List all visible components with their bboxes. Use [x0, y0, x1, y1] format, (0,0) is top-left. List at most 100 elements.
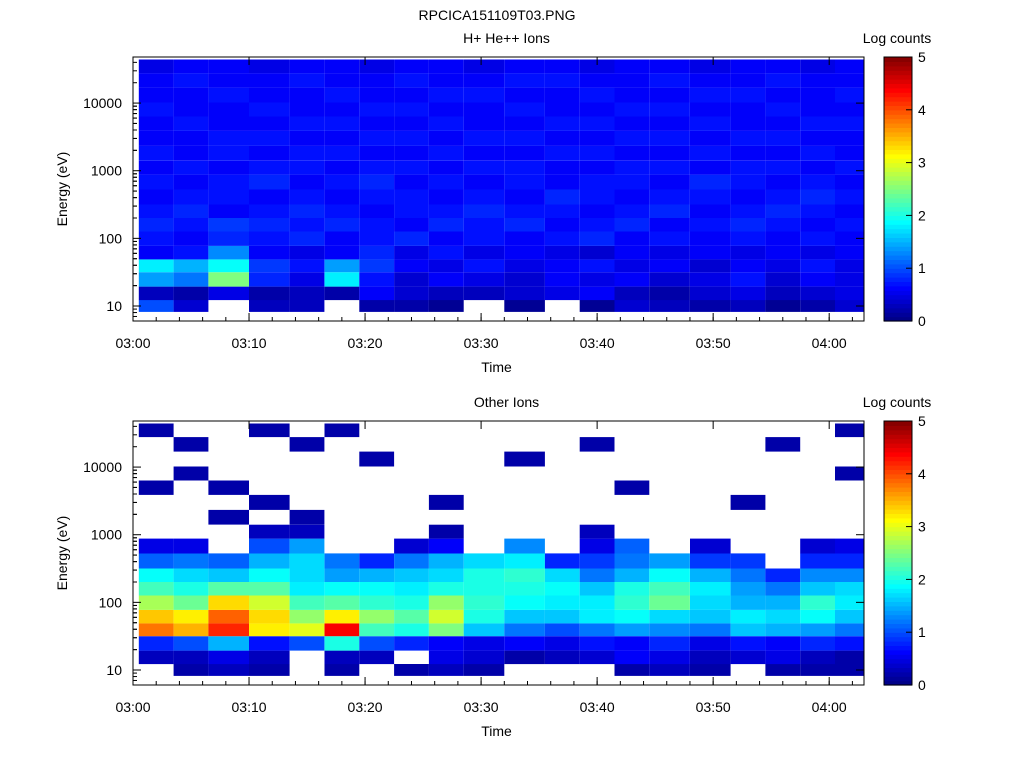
heatmap-cell	[614, 480, 650, 495]
heatmap-cell	[800, 189, 835, 205]
heatmap-cell	[208, 245, 249, 260]
heatmap-cell	[614, 300, 650, 312]
colorbar-tick-label: 1	[918, 624, 926, 640]
colorbar-segment	[884, 228, 912, 234]
heatmap-cell	[614, 204, 650, 218]
colorbar-segment	[884, 509, 912, 514]
heatmap-cell	[649, 189, 690, 205]
heatmap-cell	[249, 73, 290, 88]
heatmap-cell	[208, 509, 249, 525]
heatmap-cell	[394, 59, 429, 74]
heatmap-cell	[765, 286, 801, 301]
heatmap-cell	[765, 87, 801, 103]
heatmap-cell	[249, 553, 290, 569]
colorbar-segment	[884, 57, 912, 62]
heatmap-cell	[614, 218, 650, 232]
heatmap-cell	[614, 623, 650, 637]
heatmap-cell	[579, 636, 615, 651]
heatmap-cell	[208, 87, 249, 103]
heatmap-cell	[835, 423, 864, 438]
heatmap-cell	[428, 568, 464, 582]
heatmap-cell	[544, 245, 580, 260]
x-tick-label: 03:20	[348, 699, 383, 715]
heatmap-cell	[504, 272, 545, 287]
heatmap-cell	[249, 218, 290, 232]
colorbar-segment	[884, 268, 912, 274]
colorbar-segment	[884, 513, 912, 519]
heatmap-cell	[208, 480, 249, 495]
heatmap-cell	[173, 664, 209, 676]
heatmap-cell	[504, 160, 545, 175]
heatmap-cell	[138, 538, 174, 554]
heatmap-cell	[359, 59, 395, 74]
colorbar-segment	[884, 61, 912, 67]
colorbar-segment	[884, 627, 912, 633]
heatmap-cell	[359, 73, 395, 88]
heatmap-cell	[208, 145, 249, 161]
heatmap-cell	[835, 466, 864, 481]
heatmap-cell	[394, 102, 429, 117]
heatmap-cell	[649, 204, 690, 218]
plot-frame	[132, 420, 865, 686]
heatmap-cell	[138, 595, 174, 610]
heatmap-cell	[173, 466, 209, 481]
heatmap-cell	[324, 231, 360, 246]
heatmap-cell	[730, 174, 766, 190]
heatmap-cell	[730, 636, 766, 651]
heatmap-cell	[649, 272, 690, 287]
colorbar-segment	[884, 645, 912, 651]
heatmap-cell	[138, 582, 174, 596]
colorbar-segment	[884, 575, 912, 580]
heatmap-cell	[504, 538, 545, 554]
colorbar-segment	[884, 162, 912, 168]
heatmap-cell	[394, 130, 429, 146]
heatmap-cell	[428, 130, 464, 146]
heatmap-cell	[800, 130, 835, 146]
heatmap-cell	[614, 245, 650, 260]
heatmap-cell	[324, 623, 360, 637]
heatmap-cell	[730, 87, 766, 103]
heatmap-cell	[428, 259, 464, 273]
colorbar-segment	[884, 588, 912, 594]
heatmap-cell	[208, 609, 249, 624]
y-tick-label: 1000	[91, 527, 122, 543]
heatmap-cell	[208, 553, 249, 569]
heatmap-cell	[765, 582, 801, 596]
heatmap-cell	[138, 160, 174, 175]
heatmap-cell	[765, 595, 801, 610]
heatmap-cell	[835, 609, 864, 624]
heatmap-cell	[249, 494, 290, 510]
heatmap-cell	[504, 231, 545, 246]
heatmap-cell	[835, 300, 864, 312]
colorbar-segment	[884, 255, 912, 260]
heatmap-cell	[835, 650, 864, 665]
heatmap-cell	[544, 174, 580, 190]
colorbar-segment	[884, 579, 912, 585]
y-tick-label: 10000	[83, 95, 122, 111]
heatmap-cell	[614, 272, 650, 287]
heatmap-cell	[690, 553, 731, 569]
heatmap-cell	[730, 160, 766, 175]
heatmap-cell	[800, 218, 835, 232]
heatmap-cell	[690, 538, 731, 554]
heatmap-cell	[835, 218, 864, 232]
heatmap-cell	[463, 174, 505, 190]
colorbar-tick-label: 4	[918, 102, 926, 118]
heatmap-cell	[690, 664, 731, 676]
colorbar-segment	[884, 632, 912, 638]
heatmap-cell	[249, 568, 290, 582]
heatmap-cell	[208, 73, 249, 88]
heatmap-cell	[208, 130, 249, 146]
heatmap-cell	[579, 189, 615, 205]
colorbar-segment	[884, 109, 912, 115]
heatmap-cell	[428, 73, 464, 88]
x-tick-label: 03:40	[580, 335, 615, 351]
heatmap-cell	[173, 286, 209, 301]
heatmap-cell	[690, 272, 731, 287]
heatmap-cell	[579, 116, 615, 131]
heatmap-cell	[544, 553, 580, 569]
heatmap-cell	[614, 73, 650, 88]
heatmap-cell	[649, 636, 690, 651]
heatmap-cell	[249, 102, 290, 117]
heatmap-cell	[730, 609, 766, 624]
